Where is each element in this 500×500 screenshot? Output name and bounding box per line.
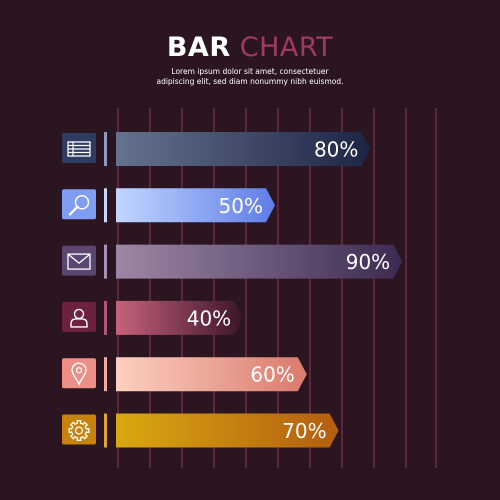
bar <box>116 188 275 223</box>
list-icon <box>62 133 96 163</box>
bar-value-label: 50% <box>219 194 263 218</box>
bar-value-label: 60% <box>250 363 294 387</box>
bar-value-label: 40% <box>187 306 231 330</box>
mail-icon <box>62 245 96 276</box>
bar-row-location: 60% <box>62 357 307 392</box>
bar-row-settings: 70% <box>62 413 339 448</box>
bar-row-mail: 90% <box>62 244 403 279</box>
title-light: CHART <box>239 32 334 63</box>
bar-value-label: 70% <box>282 419 326 443</box>
bar-accent <box>104 188 107 223</box>
bar <box>116 132 371 166</box>
bar-value-label: 90% <box>346 250 390 274</box>
bar-accent <box>104 132 107 166</box>
bar-accent <box>104 244 107 279</box>
bar-value-label: 80% <box>314 138 358 162</box>
subtitle-line-1: Lorem ipsum dolor sit amet, consectetuer <box>171 67 329 76</box>
search-icon <box>62 189 96 220</box>
bar <box>116 413 339 448</box>
bar-row-user: 40% <box>62 300 244 335</box>
user-icon <box>62 301 96 332</box>
bar-row-list: 80% <box>62 132 371 166</box>
bar-accent <box>104 413 107 448</box>
bars: 80% 50% 90% 40% 60% 70% <box>62 132 403 448</box>
gridlines <box>117 108 437 468</box>
subtitle-line-2: adipiscing elit, sed diam nonummy nibh e… <box>156 77 344 86</box>
chart-title: BAR CHART <box>0 30 500 66</box>
bar <box>116 300 244 335</box>
title-bold: BAR <box>166 32 231 63</box>
bar <box>116 244 403 279</box>
bar-accent <box>104 357 107 392</box>
bar-accent <box>104 300 107 335</box>
location-pin-icon <box>62 358 96 389</box>
bar-row-search: 50% <box>62 188 275 223</box>
bar <box>116 357 307 392</box>
chart-subtitle: Lorem ipsum dolor sit amet, consectetuer… <box>100 67 400 87</box>
gear-icon <box>62 414 96 445</box>
